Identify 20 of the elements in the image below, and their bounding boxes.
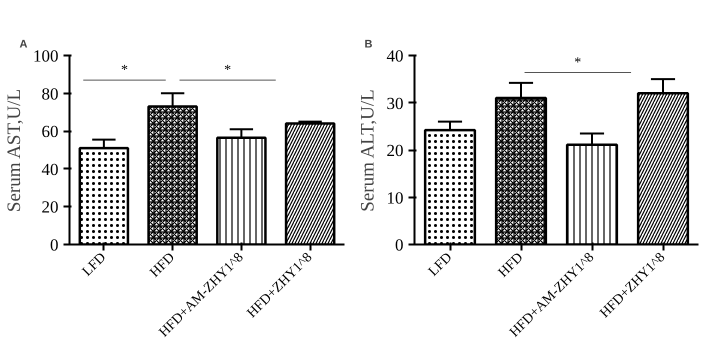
chart-title: B [364, 38, 372, 50]
y-tick-label: 40 [386, 46, 404, 66]
y-tick-label: 20 [42, 198, 58, 217]
annotation: * [121, 63, 128, 78]
y-tick-label: 20 [386, 141, 404, 160]
y-axis-title: Serum ALT,U/L [358, 89, 378, 212]
y-tick-label: 60 [42, 122, 58, 142]
y-tick-label: 0 [395, 236, 404, 254]
y-tick-label: 80 [42, 84, 58, 104]
annotation: * [224, 63, 232, 78]
x-tick-label: LFD [80, 250, 110, 280]
y-tick-label: 100 [33, 46, 58, 66]
annotation: * [574, 56, 582, 71]
y-tick-label: 0 [50, 236, 58, 254]
y-tick-label: 40 [42, 160, 58, 179]
y-axis-title: Serum AST,U/L [4, 88, 25, 212]
y-tick-label: 30 [386, 94, 404, 113]
y-tick-label: 10 [386, 188, 404, 208]
chart-title: A [20, 38, 28, 50]
x-tick-label: LFD [426, 250, 456, 280]
